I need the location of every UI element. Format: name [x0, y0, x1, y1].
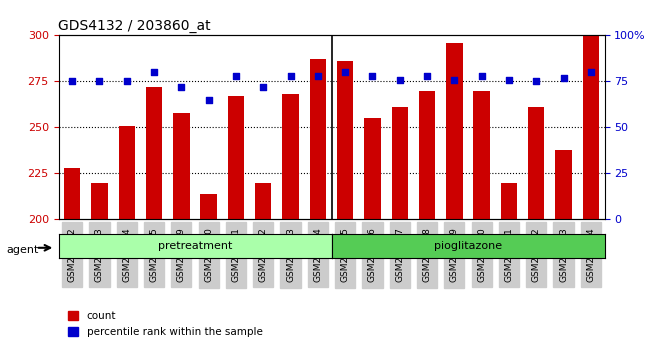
Bar	[473, 91, 490, 219]
Bar	[64, 168, 81, 219]
Point	[476, 73, 487, 79]
Point	[586, 69, 596, 75]
Point	[395, 77, 405, 82]
Point	[313, 73, 323, 79]
Bar	[146, 87, 162, 219]
Bar	[582, 35, 599, 219]
Text: pioglitazone: pioglitazone	[434, 241, 502, 251]
Point	[504, 77, 514, 82]
Point	[203, 97, 214, 103]
Point	[67, 79, 77, 84]
Bar	[282, 94, 299, 219]
Bar	[555, 149, 572, 219]
Point	[367, 73, 378, 79]
Legend: count, percentile rank within the sample: count, percentile rank within the sample	[64, 307, 266, 341]
Point	[340, 69, 350, 75]
Bar	[337, 61, 354, 219]
Bar	[118, 126, 135, 219]
Point	[231, 73, 241, 79]
Bar	[364, 118, 381, 219]
Text: pretreatment: pretreatment	[158, 241, 232, 251]
Point	[149, 69, 159, 75]
Point	[422, 73, 432, 79]
Bar	[255, 183, 272, 219]
Text: GDS4132 / 203860_at: GDS4132 / 203860_at	[58, 19, 211, 33]
Bar	[200, 194, 217, 219]
Bar	[227, 96, 244, 219]
Bar	[391, 107, 408, 219]
Bar	[91, 183, 108, 219]
Point	[531, 79, 541, 84]
Point	[258, 84, 268, 90]
Point	[285, 73, 296, 79]
Bar	[528, 107, 545, 219]
Bar	[419, 91, 436, 219]
Bar	[446, 43, 463, 219]
Text: agent: agent	[6, 245, 39, 255]
Bar	[500, 183, 517, 219]
Point	[176, 84, 187, 90]
Point	[94, 79, 105, 84]
Point	[449, 77, 460, 82]
Bar	[173, 113, 190, 219]
Bar	[309, 59, 326, 219]
Point	[558, 75, 569, 81]
Point	[122, 79, 132, 84]
